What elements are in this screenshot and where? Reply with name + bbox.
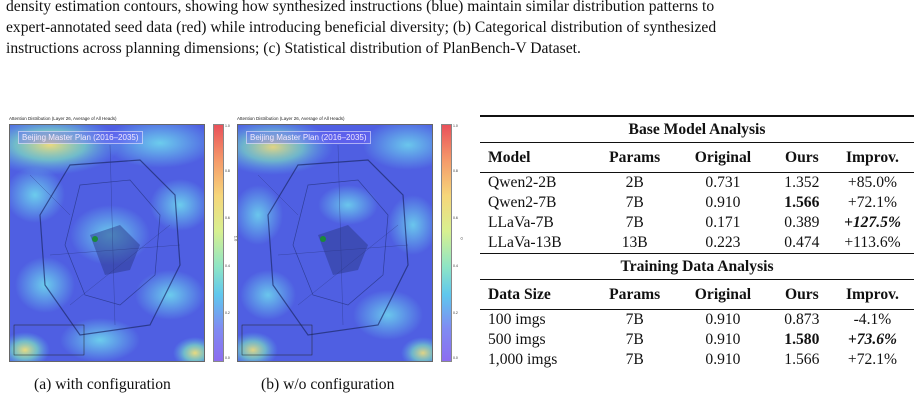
table-cell: 1.352 bbox=[784, 174, 820, 191]
header-cell: Data Size bbox=[488, 285, 551, 303]
table-cell: 500 imgs bbox=[488, 331, 546, 348]
table-cell: 7B bbox=[625, 194, 644, 211]
heatmap-graphic bbox=[10, 125, 204, 361]
colorbar-tick: 0.6 bbox=[225, 216, 230, 220]
table-cell: 0.910 bbox=[705, 351, 741, 368]
colorbar-label: 0 bbox=[459, 237, 465, 240]
header-cell: Params bbox=[609, 148, 661, 166]
section-title-training-data: Training Data Analysis bbox=[620, 257, 774, 275]
table-row: 1,000 imgs 7B 0.910 1.566 +72.1% bbox=[480, 350, 914, 370]
table-cell: 0.910 bbox=[705, 331, 741, 348]
colorbar-tick: 0.8 bbox=[453, 169, 458, 173]
header-cell: Model bbox=[488, 148, 531, 166]
caption-line-1: density estimation contours, showing how… bbox=[6, 0, 715, 15]
section-title-row: Training Data Analysis bbox=[480, 253, 914, 280]
table-cell: +73.6% bbox=[847, 331, 898, 348]
colorbar-tick: 1.0 bbox=[225, 124, 230, 128]
subfigure-caption-a: (a) with configuration bbox=[34, 376, 171, 393]
header-cell: Ours bbox=[784, 285, 819, 303]
header-cell: Ours bbox=[784, 148, 819, 166]
table-cell: 1.566 bbox=[784, 351, 820, 368]
section-title-row: Base Model Analysis bbox=[480, 116, 914, 143]
attention-heatmap: Beijing Master Plan (2016–2035) bbox=[237, 124, 433, 362]
figure-caption: density estimation contours, showing how… bbox=[6, 0, 918, 59]
table-cell: 0.171 bbox=[705, 214, 741, 231]
table-cell: 13B bbox=[621, 234, 648, 251]
subfigure-caption-b: (b) w/o configuration bbox=[261, 376, 395, 393]
map-title: Beijing Master Plan (2016–2035) bbox=[246, 131, 371, 144]
heatmap-panel-with-configuration: Attention Distribution (Layer 26, Averag… bbox=[3, 116, 238, 364]
table-cell: 0.910 bbox=[705, 194, 741, 211]
table-cell: 7B bbox=[625, 351, 644, 368]
table-cell: -4.1% bbox=[853, 311, 892, 328]
table-row: Qwen2-2B 2B 0.731 1.352 +85.0% bbox=[480, 172, 914, 194]
colorbar-tick: 0.0 bbox=[453, 356, 458, 360]
table-cell: 0.474 bbox=[784, 234, 820, 251]
colorbar-tick: 0.0 bbox=[225, 356, 230, 360]
colorbar-tick: 0.6 bbox=[453, 216, 458, 220]
table-cell: 0.731 bbox=[705, 174, 741, 191]
table-cell: +72.1% bbox=[847, 351, 897, 368]
table-row: 500 imgs 7B 0.910 1.580 +73.6% bbox=[480, 330, 914, 350]
table-cell: +127.5% bbox=[843, 214, 901, 231]
table-cell: 0.873 bbox=[784, 311, 820, 328]
caption-line-2: expert-annotated seed data (red) while i… bbox=[6, 19, 717, 36]
table-cell: +85.0% bbox=[847, 174, 897, 191]
header-cell: Original bbox=[694, 285, 752, 303]
colorbar bbox=[213, 124, 224, 362]
table-cell: 1.580 bbox=[784, 331, 820, 348]
table-cell: 100 imgs bbox=[488, 311, 546, 328]
colorbar bbox=[441, 124, 452, 362]
table-header-row: Model Params Original Ours Improv. bbox=[480, 142, 914, 173]
table-header-row: Data Size Params Original Ours Improv. bbox=[480, 279, 914, 310]
table-cell: +113.6% bbox=[844, 234, 901, 251]
section-title-base-model: Base Model Analysis bbox=[628, 120, 766, 138]
header-cell: Improv. bbox=[845, 285, 899, 303]
colorbar-tick: 0.4 bbox=[453, 264, 458, 268]
colorbar-tick: 0.2 bbox=[453, 311, 458, 315]
table-row: Qwen2-7B 7B 0.910 1.566 +72.1% bbox=[480, 193, 914, 213]
heatmap-graphic bbox=[238, 125, 432, 361]
table-cell: Qwen2-2B bbox=[488, 174, 557, 191]
table-row: 100 imgs 7B 0.910 0.873 -4.1% bbox=[480, 309, 914, 331]
table-cell: 1.566 bbox=[784, 194, 820, 211]
table-cell: 7B bbox=[625, 311, 644, 328]
table-cell: 1,000 imgs bbox=[488, 351, 558, 368]
table-cell: 0.910 bbox=[705, 311, 741, 328]
heatmap-panel-without-configuration: Attention Distribution (Layer 26, Averag… bbox=[231, 116, 466, 364]
table-row: LLaVa-13B 13B 0.223 0.474 +113.6% bbox=[480, 233, 914, 254]
plot-title: Attention Distribution (Layer 26, Averag… bbox=[237, 116, 345, 121]
table-cell: 2B bbox=[625, 174, 644, 191]
table-cell: 7B bbox=[625, 331, 644, 348]
table-cell: 0.223 bbox=[705, 234, 741, 251]
header-cell: Original bbox=[694, 148, 752, 166]
table-cell: LLaVa-13B bbox=[488, 234, 562, 251]
header-cell: Params bbox=[609, 285, 661, 303]
colorbar-tick: 1.0 bbox=[453, 124, 458, 128]
header-cell: Improv. bbox=[845, 148, 899, 166]
table-cell: Qwen2-7B bbox=[488, 194, 557, 211]
table-row: LLaVa-7B 7B 0.171 0.389 +127.5% bbox=[480, 213, 914, 233]
results-table: Base Model Analysis Model Params Origina… bbox=[480, 115, 914, 370]
colorbar-tick: 0.8 bbox=[225, 169, 230, 173]
colorbar-tick: 0.4 bbox=[225, 264, 230, 268]
caption-line-3: instructions across planning dimensions;… bbox=[6, 40, 581, 57]
table-cell: LLaVa-7B bbox=[488, 214, 554, 231]
map-title: Beijing Master Plan (2016–2035) bbox=[18, 131, 143, 144]
colorbar-tick: 0.2 bbox=[225, 311, 230, 315]
attention-heatmap: Beijing Master Plan (2016–2035) bbox=[9, 124, 205, 362]
table-cell: 7B bbox=[625, 214, 644, 231]
plot-title: Attention Distribution (Layer 26, Averag… bbox=[9, 116, 117, 121]
table-cell: +72.1% bbox=[847, 194, 897, 211]
table-cell: 0.389 bbox=[784, 214, 820, 231]
